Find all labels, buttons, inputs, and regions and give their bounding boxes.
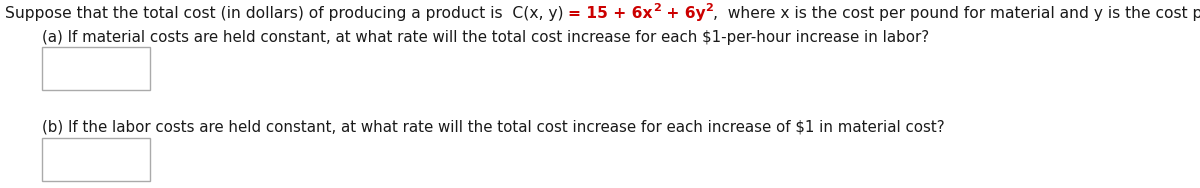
Text: (b) If the labor costs are held constant, at what rate will the total cost incre: (b) If the labor costs are held constant… (42, 120, 944, 135)
Text: + 6y: + 6y (661, 6, 706, 21)
Text: (a) If material costs are held constant, at what rate will the total cost increa: (a) If material costs are held constant,… (42, 30, 929, 45)
Text: 2: 2 (653, 3, 661, 13)
Text: 2: 2 (706, 3, 713, 13)
Bar (42, 47, 150, 90)
Text: = 15 + 6x: = 15 + 6x (569, 6, 653, 21)
Text: ,  where x is the cost per pound for material and y is the cost per hour for lab: , where x is the cost per pound for mate… (713, 6, 1200, 21)
Text: Suppose that the total cost (in dollars) of producing a product is  C(x, y): Suppose that the total cost (in dollars)… (5, 6, 569, 21)
Bar (42, 138, 150, 181)
